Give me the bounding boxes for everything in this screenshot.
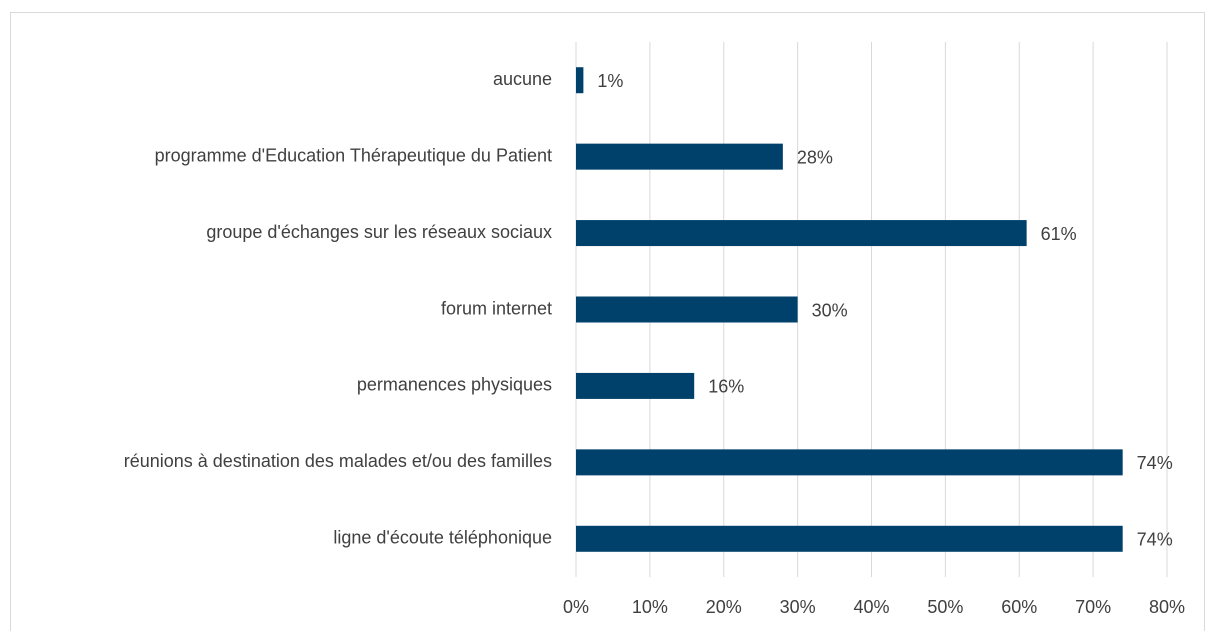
y-tick-label: programme d'Education Thérapeutique du P… [155,145,552,165]
x-tick-label: 30% [780,597,816,617]
bar [576,220,1027,247]
value-label: 74% [1137,453,1173,473]
value-label: 28% [797,147,833,167]
y-tick-label: permanences physiques [357,375,552,395]
bar [576,372,695,399]
bar [576,67,584,94]
y-tick-label: ligne d'écoute téléphonique [333,528,552,548]
value-label: 1% [597,71,623,91]
y-tick-label: forum internet [441,298,552,318]
y-tick-label: réunions à destination des malades et/ou… [124,451,552,471]
x-tick-label: 70% [1075,597,1111,617]
value-label: 16% [708,377,744,397]
y-tick-label: aucune [493,69,552,89]
bar [576,296,798,323]
value-label: 61% [1041,224,1077,244]
x-tick-label: 40% [853,597,889,617]
x-tick-label: 0% [563,597,589,617]
bar [576,525,1123,552]
x-tick-label: 20% [706,597,742,617]
x-tick-label: 50% [927,597,963,617]
chart-frame [10,12,1205,631]
value-label: 74% [1137,530,1173,550]
bar [576,449,1123,476]
x-tick-label: 60% [1001,597,1037,617]
y-tick-label: groupe d'échanges sur les réseaux sociau… [206,222,552,242]
x-tick-label: 80% [1149,597,1185,617]
bar [576,143,783,170]
x-tick-label: 10% [632,597,668,617]
value-label: 30% [812,300,848,320]
